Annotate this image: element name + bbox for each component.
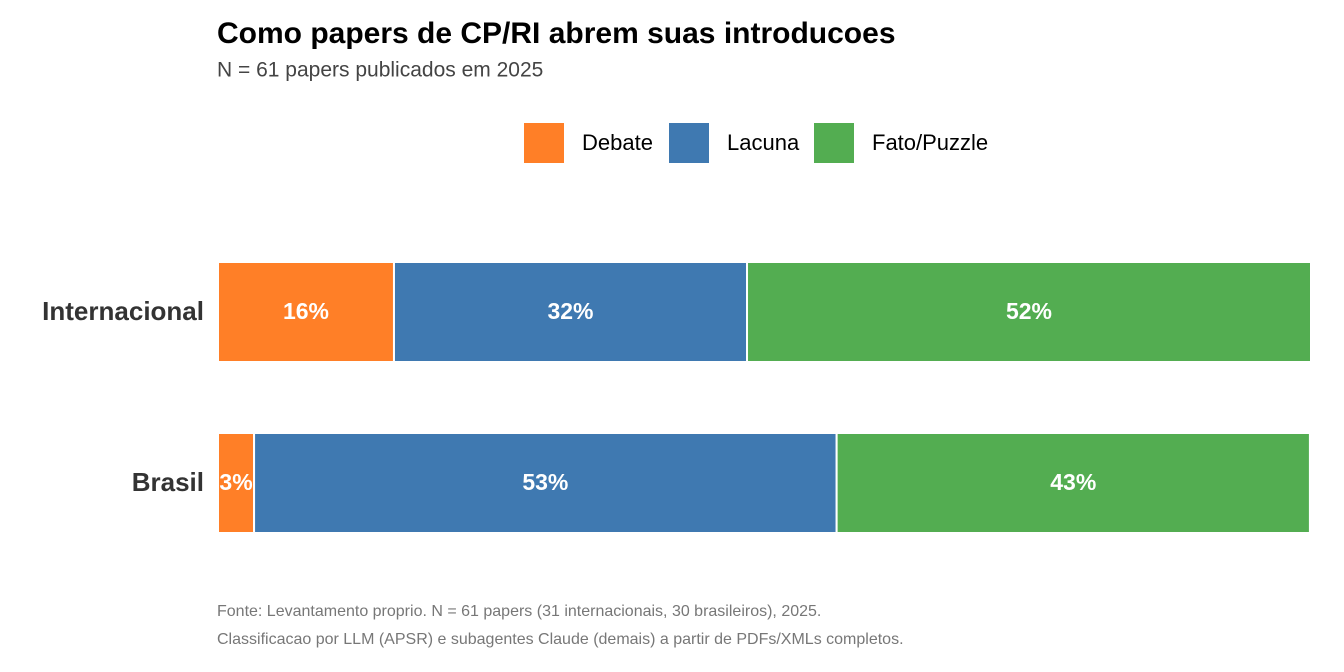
data-label: 43% bbox=[1050, 469, 1096, 495]
legend-label: Debate bbox=[582, 130, 653, 155]
caption: Fonte: Levantamento proprio. N = 61 pape… bbox=[217, 603, 821, 620]
bar-segment bbox=[746, 261, 1312, 363]
legend-label: Fato/Puzzle bbox=[872, 130, 988, 155]
chart-title: Como papers de CP/RI abrem suas introduc… bbox=[217, 17, 896, 50]
legend-label: Lacuna bbox=[727, 130, 800, 155]
caption: Classificacao por LLM (APSR) e subagente… bbox=[217, 631, 904, 648]
data-label: 52% bbox=[1006, 298, 1052, 324]
data-label: 16% bbox=[283, 298, 329, 324]
data-label: 3% bbox=[219, 469, 252, 495]
legend-swatch bbox=[669, 123, 709, 163]
bar-segment bbox=[835, 432, 1311, 534]
y-tick-label: Brasil bbox=[132, 467, 204, 497]
data-label: 53% bbox=[522, 469, 568, 495]
bar-segment bbox=[392, 261, 749, 363]
chart-subtitle: N = 61 papers publicados em 2025 bbox=[217, 59, 543, 82]
data-label: 32% bbox=[547, 298, 593, 324]
legend-swatch bbox=[814, 123, 854, 163]
bar-segment bbox=[217, 261, 395, 363]
bar-segment bbox=[253, 432, 838, 534]
y-tick-label: Internacional bbox=[42, 296, 204, 326]
legend-swatch bbox=[524, 123, 564, 163]
